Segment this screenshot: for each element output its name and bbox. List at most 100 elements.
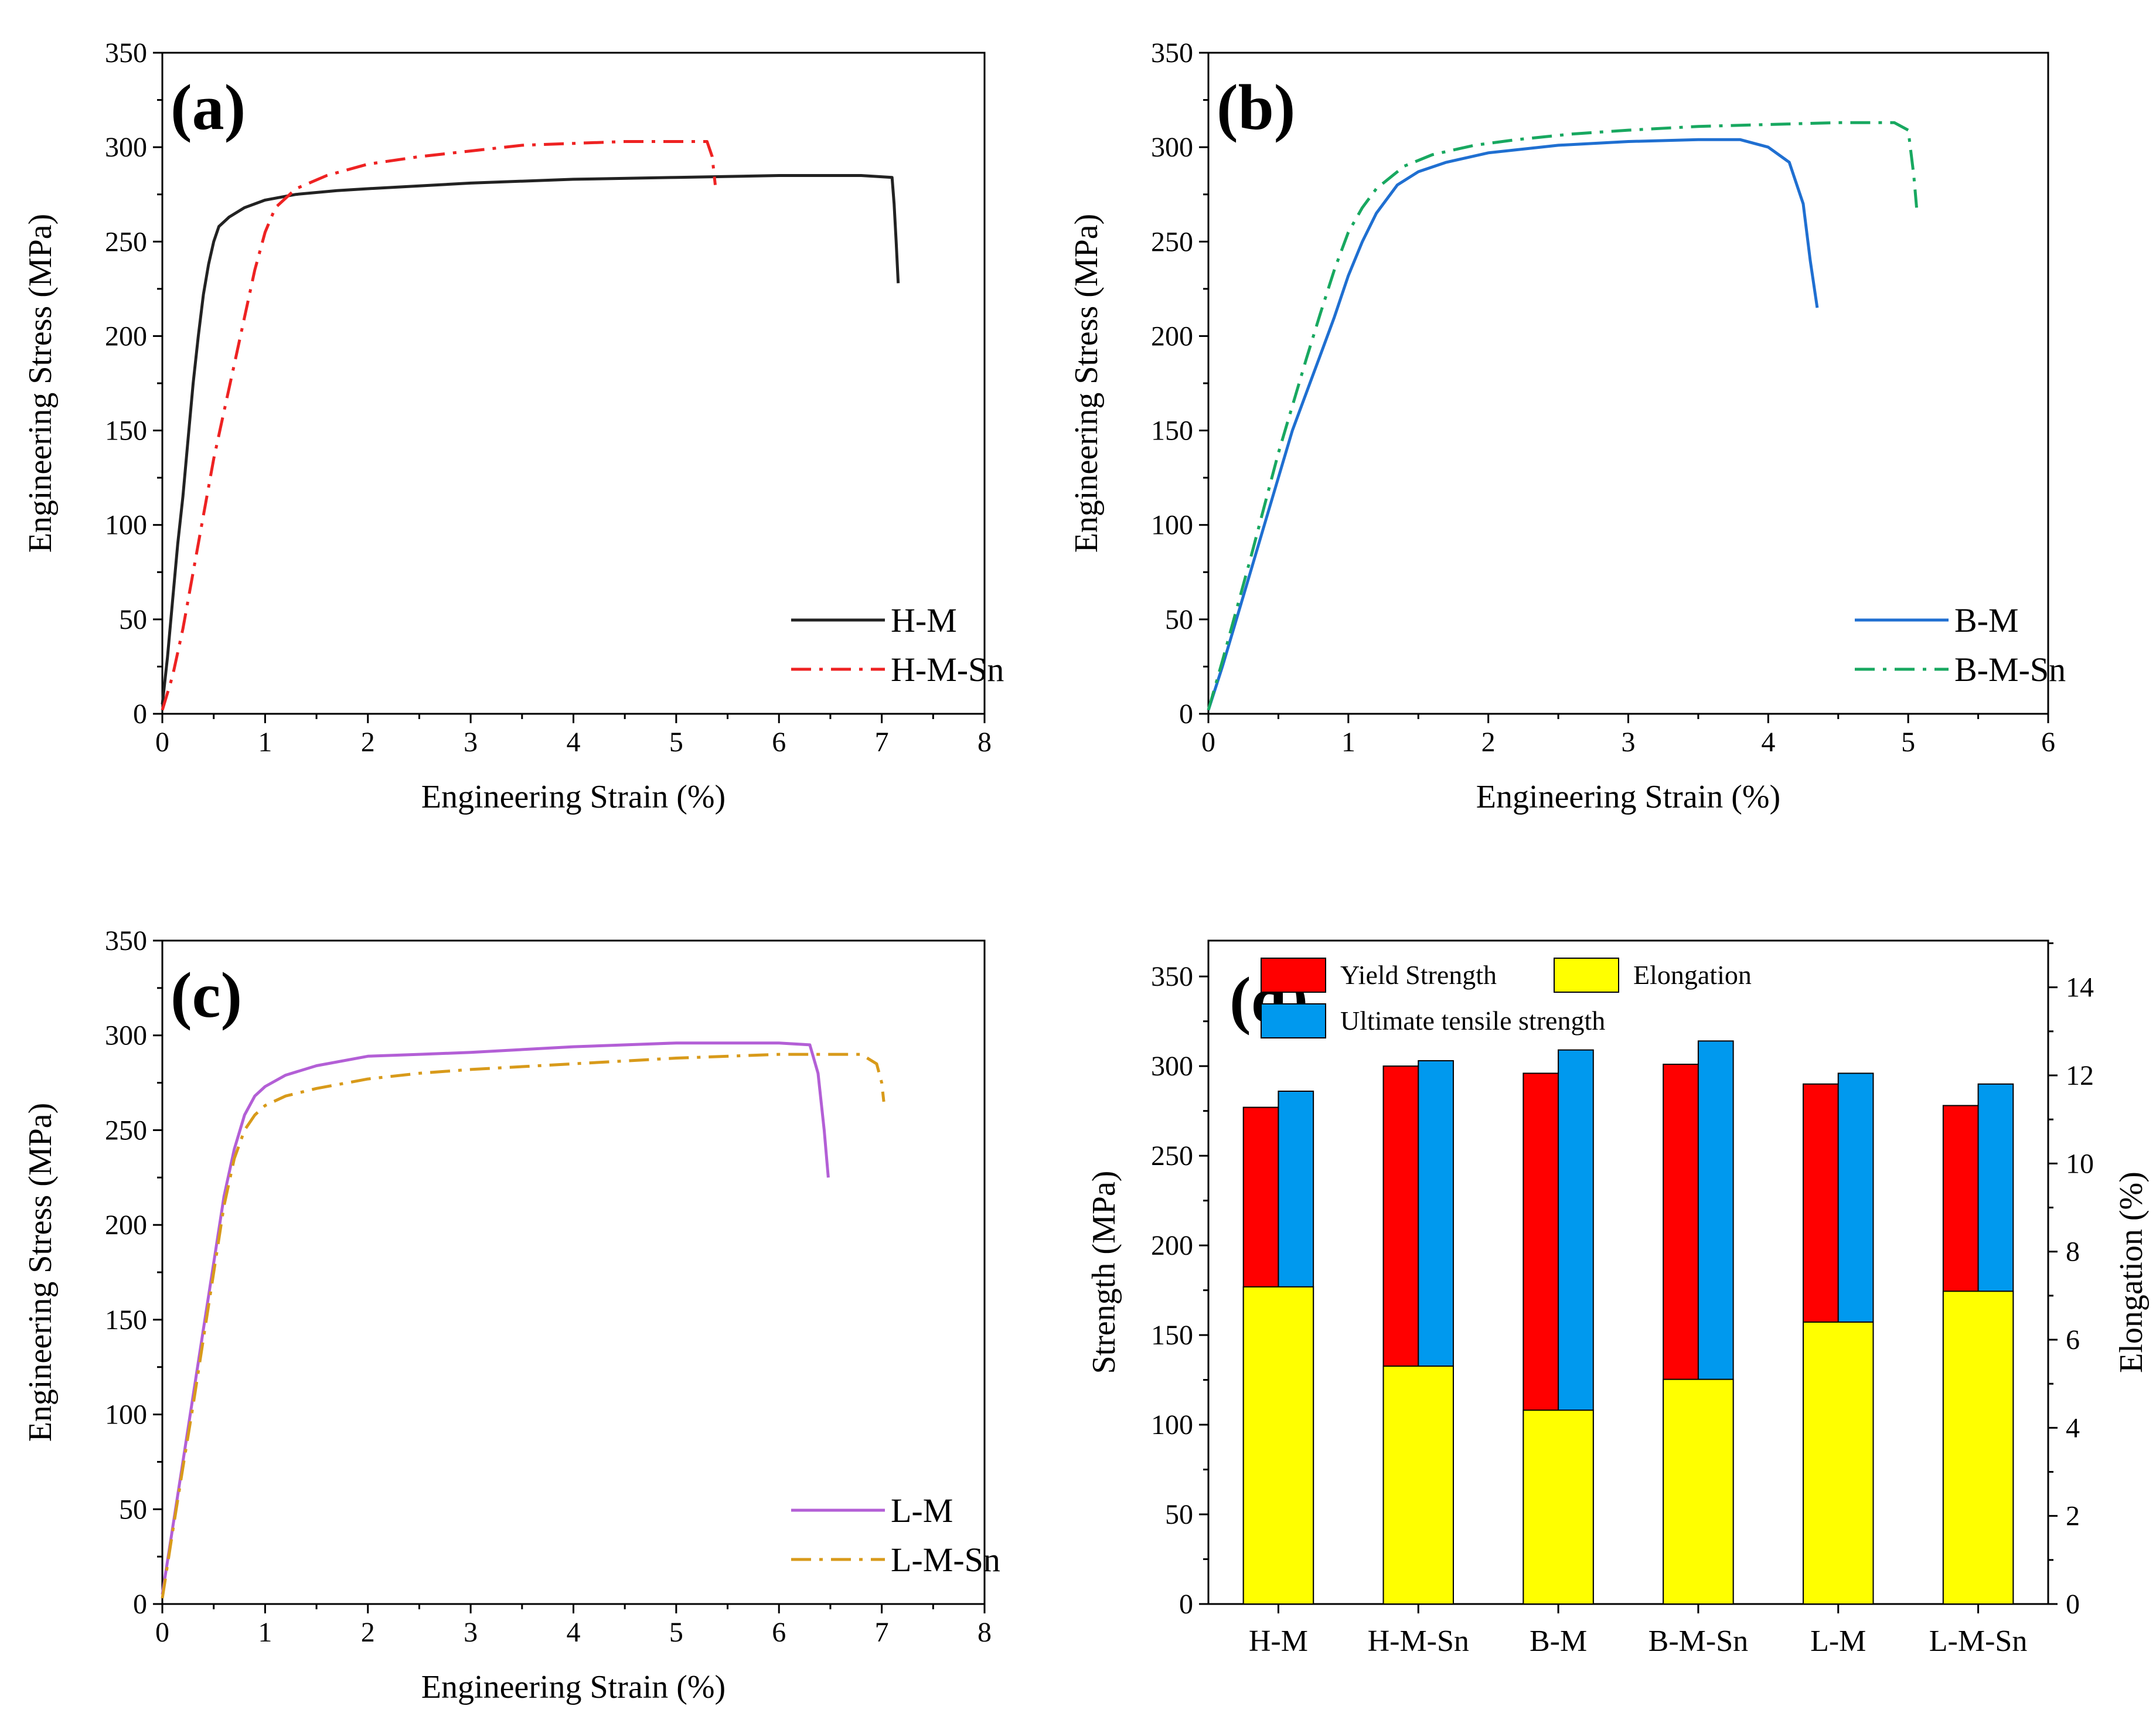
panel-d-ytick-label: 300 (1151, 1051, 1193, 1082)
panel-d-legend-label: Ultimate tensile strength (1340, 1006, 1605, 1036)
panel-a-legend-label: H-M (891, 601, 957, 639)
panel-c-ytick-label: 300 (105, 1020, 147, 1051)
panel-c-xtick-label: 2 (361, 1617, 375, 1648)
panel-c-ytick-label: 350 (105, 925, 147, 956)
panel-c-xtick-label: 7 (875, 1617, 889, 1648)
panel-a-xtick-label: 4 (567, 727, 581, 758)
panel-a-legend-label: H-M-Sn (891, 651, 1004, 689)
panel-c-xtick-label: 8 (977, 1617, 992, 1648)
panel-d-legend-swatch (1554, 958, 1619, 993)
panel-b-label: (b) (1217, 71, 1295, 143)
panel-a-xtick-label: 2 (361, 727, 375, 758)
panel-a-ytick-label: 200 (105, 321, 147, 352)
panel-c-axes-frame (161, 939, 986, 1605)
panel-b-xtick-label: 3 (1622, 727, 1636, 758)
panel-a-xtick-label: 1 (258, 727, 272, 758)
panel-d-y2tick-label: 6 (2066, 1324, 2080, 1356)
panel-c-xtick-label: 1 (258, 1617, 272, 1648)
panel-a-series-line-h-m (161, 174, 900, 705)
panel-c-ytick-label: 0 (133, 1589, 147, 1620)
panel-a-ytick-label: 300 (105, 132, 147, 163)
panel-c-ytick-label: 200 (105, 1210, 147, 1241)
panel-b-ytick-label: 300 (1151, 132, 1193, 163)
panel-d-ytick-label: 200 (1151, 1230, 1193, 1261)
panel-c-series-line-l-m (161, 1041, 830, 1595)
chart-panel-a: 0 1 2 3 4 5 6 7 8 0 50 100 150 200 250 300 350 Engineerin… (22, 38, 1004, 815)
panel-d-axes-frame (1207, 939, 2049, 1605)
panel-b-xtick-label: 6 (2041, 727, 2055, 758)
panel-d-y2tick-label: 2 (2066, 1501, 2080, 1532)
panel-d-y2tick-label: 14 (2066, 972, 2094, 1003)
panel-a-ytick-label: 50 (119, 604, 147, 635)
panel-d-ytick-label: 350 (1151, 961, 1193, 992)
panel-d-legend-swatch (1261, 1003, 1326, 1038)
panel-b-xtick-label: 2 (1481, 727, 1496, 758)
panel-a-xtick-label: 7 (875, 727, 889, 758)
panel-b-ytick-label: 150 (1151, 416, 1193, 447)
panel-b-series-line-b-m-sn (1207, 121, 1918, 711)
panel-c-label: (c) (171, 959, 242, 1031)
panel-b-legend-label: B-M (1954, 601, 2019, 639)
panel-d-y2tick-label: 8 (2066, 1237, 2080, 1268)
panel-b-xtick-label: 4 (1761, 727, 1775, 758)
panel-c-xtick-label: 0 (155, 1617, 169, 1648)
panel-d-ytick-label: 0 (1179, 1589, 1193, 1620)
panel-c-ytick-label: 50 (119, 1494, 147, 1525)
panel-b-xtick-label: 1 (1341, 727, 1355, 758)
panel-a-xtick-label: 6 (772, 727, 786, 758)
panel-c-ytick-label: 150 (105, 1305, 147, 1336)
panel-c-xtick-label: 5 (669, 1617, 683, 1648)
panel-d-y2tick-label: 10 (2066, 1148, 2094, 1179)
panel-d-category-label: H-M-Sn (1368, 1625, 1469, 1658)
panel-a-xtick-label: 3 (464, 727, 478, 758)
panel-a-ytick-label: 150 (105, 416, 147, 447)
panel-c-xtick-label: 6 (772, 1617, 786, 1648)
chart-panel-c: 0 1 2 3 4 5 6 7 8 0 50 100 150 200 250 300 350 Engineerin… (22, 925, 1000, 1705)
panel-d-y2tick-label: 12 (2066, 1060, 2094, 1091)
panel-c-xtick-label: 4 (567, 1617, 581, 1648)
panel-c-legend-label: L-M-Sn (891, 1541, 1000, 1579)
panel-a-ytick-label: 100 (105, 510, 147, 541)
panel-c-ytick-label: 250 (105, 1115, 147, 1146)
panel-b-ytick-label: 0 (1179, 699, 1193, 730)
panel-a-xlabel: Engineering Strain (%) (421, 779, 726, 815)
panel-d-bar-elongation (1942, 1290, 2014, 1605)
panel-d-bar-elongation (1242, 1286, 1314, 1605)
panel-d-bar-elongation (1523, 1409, 1594, 1605)
panel-c-ylabel: Engineering Stress (MPa) (22, 1103, 59, 1442)
panel-a-xtick-label: 0 (155, 727, 169, 758)
panel-c-xtick-label: 3 (464, 1617, 478, 1648)
panel-b-xtick-label: 0 (1201, 727, 1215, 758)
panel-b-axes-frame (1207, 52, 2049, 715)
panel-d-ylabel: Strength (MPa) (1086, 1171, 1122, 1374)
panel-d-y2tick-label: 0 (2066, 1589, 2080, 1620)
panel-c-legend-label: L-M (891, 1491, 953, 1530)
panel-d-category-label: B-M (1530, 1625, 1587, 1658)
panel-d-category-label: H-M (1249, 1625, 1308, 1658)
panel-d-ytick-label: 250 (1151, 1140, 1193, 1172)
panel-b-ytick-label: 100 (1151, 510, 1193, 541)
chart-panel-d: 0 50 100 150 200 250 300 350 0 2 4 6 8 10 12 14 Strength… (1086, 939, 2150, 1658)
panel-a-ytick-label: 0 (133, 699, 147, 730)
panel-d-bar-elongation (1803, 1321, 1874, 1605)
panel-a-xtick-label: 5 (669, 727, 683, 758)
panel-a-xtick-label: 8 (977, 727, 992, 758)
panel-d-category-label: B-M-Sn (1648, 1625, 1748, 1658)
panel-a-ylabel: Engineering Stress (MPa) (22, 214, 59, 553)
chart-panel-b: 0 1 2 3 4 5 6 0 50 100 150 200 250 300 350 Engineering … (1068, 38, 2066, 815)
panel-d-ytick-label: 150 (1151, 1320, 1193, 1351)
panel-a-axes-frame (161, 52, 986, 715)
panel-d-category-label: L-M-Sn (1929, 1625, 2028, 1658)
panel-d-legend-label: Elongation (1633, 960, 1752, 990)
panel-b-xlabel: Engineering Strain (%) (1476, 779, 1780, 815)
panel-b-xtick-label: 5 (1901, 727, 1915, 758)
panel-b-legend-label: B-M-Sn (1954, 651, 2066, 689)
panel-a-series-line-h-m-sn (161, 140, 717, 711)
panel-b-ytick-label: 50 (1165, 604, 1193, 635)
panel-a-ytick-label: 250 (105, 226, 147, 257)
panel-d-ytick-label: 50 (1165, 1499, 1193, 1530)
panel-d-bar-elongation (1663, 1378, 1734, 1605)
panel-d-category-label: L-M (1810, 1625, 1866, 1658)
panel-b-series-line-b-m (1207, 138, 1819, 711)
panel-d-bar-elongation (1382, 1365, 1454, 1605)
